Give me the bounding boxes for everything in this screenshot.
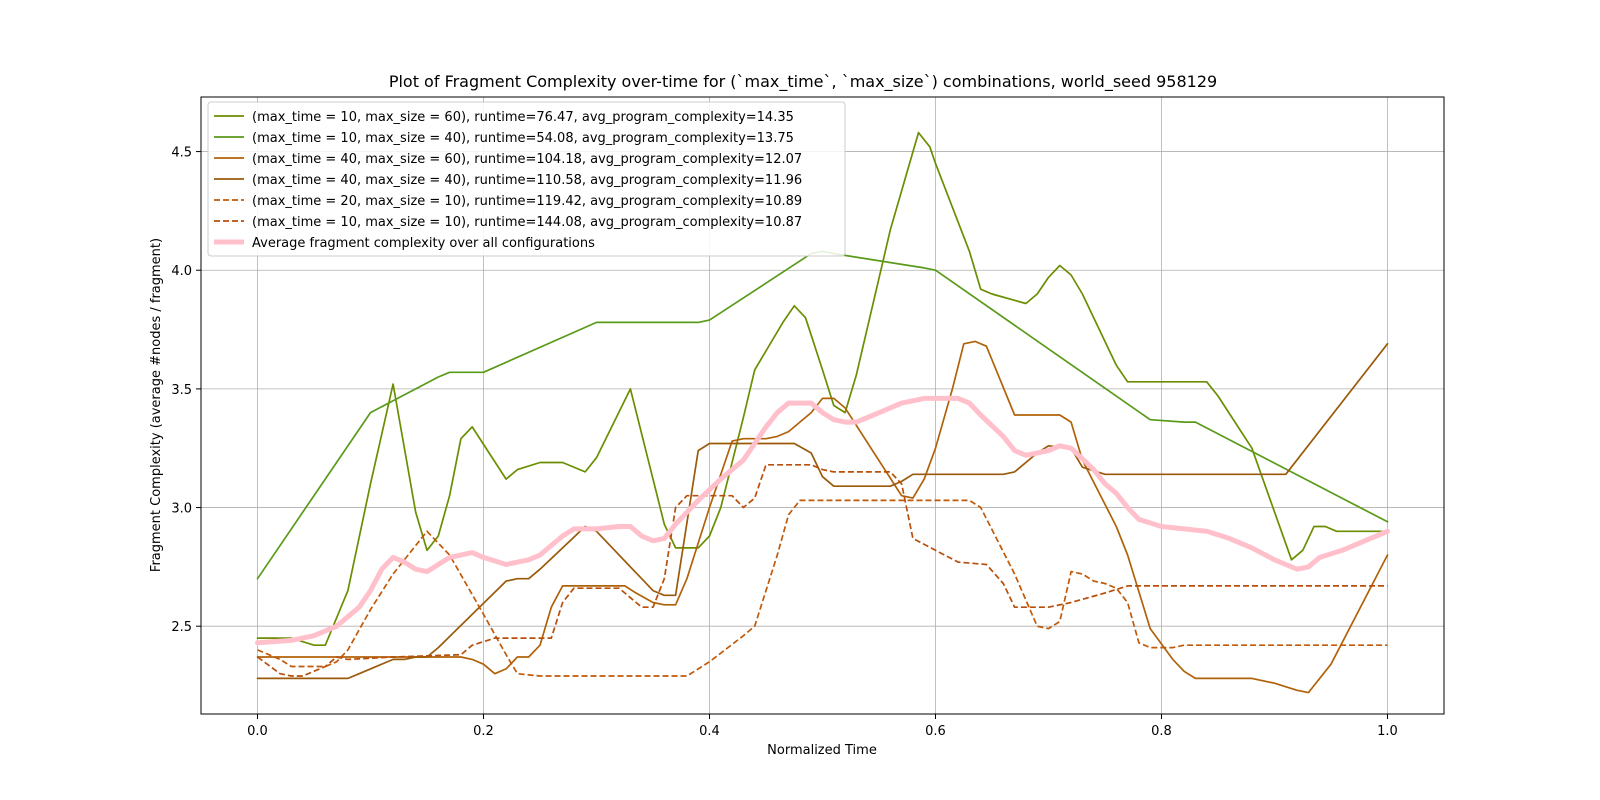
y-tick-label: 2.5 xyxy=(171,620,192,635)
x-tick-label: 0.0 xyxy=(247,724,268,739)
legend-box xyxy=(207,101,846,257)
x-tick-label: 0.8 xyxy=(1151,724,1172,739)
legend-label-4: (max_time = 40, max_size = 40), runtime=… xyxy=(252,173,802,188)
y-tick-label: 4.5 xyxy=(171,146,192,161)
y-tick-label: 4.0 xyxy=(171,264,192,279)
x-tick-label: 0.6 xyxy=(925,724,946,739)
x-axis-ticks: 0.0 0.2 0.4 0.6 0.8 1.0 xyxy=(247,714,1398,739)
x-tick-label: 0.4 xyxy=(699,724,720,739)
series-layer xyxy=(255,131,1390,694)
series-line-7 xyxy=(255,395,1390,646)
legend: (max_time = 10, max_size = 60), runtime=… xyxy=(207,101,846,257)
x-tick-label: 1.0 xyxy=(1377,724,1398,739)
series-line-1 xyxy=(256,131,1389,647)
y-axis-ticks: 2.5 3.0 3.5 4.0 4.5 xyxy=(171,146,201,635)
legend-label-2: (max_time = 10, max_size = 40), runtime=… xyxy=(252,131,794,146)
series-line-5 xyxy=(257,499,1388,677)
y-axis-label: Fragment Complexity (average #nodes / fr… xyxy=(149,238,164,572)
legend-label-3: (max_time = 40, max_size = 60), runtime=… xyxy=(252,152,802,167)
x-tick-label: 0.2 xyxy=(473,724,494,739)
series-line-3 xyxy=(256,340,1389,694)
legend-label-7: Average fragment complexity over all con… xyxy=(252,236,595,251)
chart-title: Plot of Fragment Complexity over-time fo… xyxy=(389,72,1217,92)
x-axis-label: Normalized Time xyxy=(767,743,877,758)
y-tick-label: 3.0 xyxy=(171,502,192,517)
legend-label-6: (max_time = 10, max_size = 10), runtime=… xyxy=(252,215,802,230)
plot-frame xyxy=(200,96,1445,715)
series-line-2 xyxy=(256,250,1389,580)
legend-label-1: (max_time = 10, max_size = 60), runtime=… xyxy=(252,110,794,125)
legend-label-5: (max_time = 20, max_size = 10), runtime=… xyxy=(252,194,802,209)
y-tick-label: 3.5 xyxy=(171,383,192,398)
series-line-6 xyxy=(256,463,1388,677)
